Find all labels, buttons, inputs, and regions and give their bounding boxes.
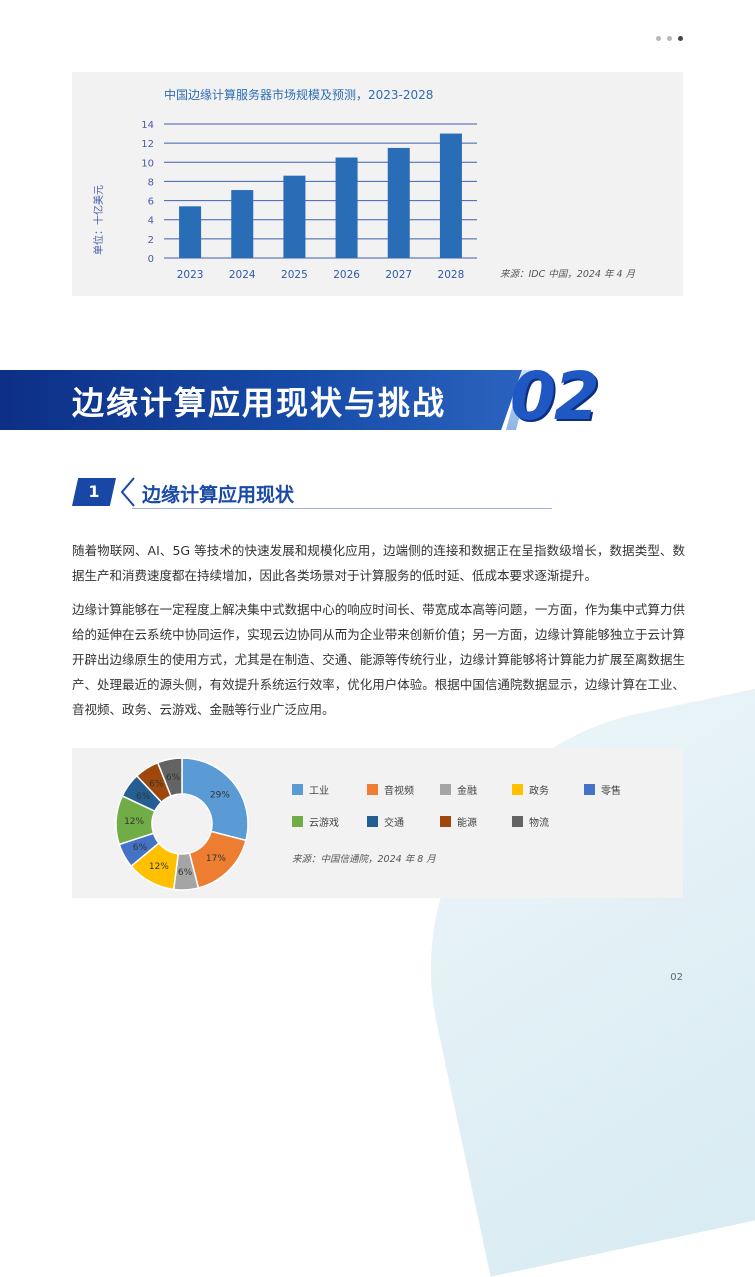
legend-label: 云游戏 [309,818,339,829]
slice-label: 6% [166,773,181,783]
x-tick-label: 2026 [333,269,360,281]
legend-label: 能源 [457,818,477,829]
legend-label: 物流 [529,818,549,829]
slice-label: 29% [210,791,230,801]
legend-swatch [584,784,595,795]
y-tick-label: 0 [148,254,154,265]
body-paragraph-2: 边缘计算能够在一定程度上解决集中式数据中心的响应时间长、带宽成本高等问题，一方面… [72,602,685,717]
legend-item: 零售 [584,782,621,797]
bar [283,175,306,258]
x-tick-label: 2023 [177,269,204,281]
x-tick-label: 2027 [385,269,412,281]
slice-label: 6% [149,779,164,789]
legend-label: 音视频 [384,786,414,797]
legend-label: 政务 [529,786,549,797]
legend-label: 零售 [601,786,621,797]
donut-chart: 29%17%6%12%6%12%6%6%6% [115,757,249,891]
legend-item: 交通 [367,814,404,829]
legend-item: 物流 [512,814,549,829]
donut-slice [181,757,249,842]
body-paragraph-1: 随着物联网、AI、5G 等技术的快速发展和规模化应用，边端侧的连接和数据正在呈指… [72,543,685,583]
legend-item: 音视频 [367,782,414,797]
slice-label: 17% [206,854,226,864]
background-wave [382,643,755,1277]
legend-swatch [512,784,523,795]
legend-item: 云游戏 [292,814,339,829]
bar [335,157,358,258]
section-number: 02 [510,358,600,435]
subsection-heading: 1 边缘计算应用现状 [72,474,612,510]
y-tick-label: 6 [148,197,154,208]
legend-item: 金融 [440,782,477,797]
x-tick-label: 2025 [281,269,308,281]
slice-label: 6% [133,843,148,853]
section-title: 边缘计算应用现状与挑战 [72,384,447,422]
subsection-title: 边缘计算应用现状 [142,484,295,506]
bar-chart-title: 中国边缘计算服务器市场规模及预测，2023-2028 [164,88,434,102]
y-tick-label: 8 [148,177,154,188]
legend-label: 交通 [384,818,404,829]
donut-slice [156,757,183,798]
x-tick-label: 2024 [229,269,256,281]
legend-swatch [440,816,451,827]
subsection-number: 1 [72,478,116,506]
legend-label: 金融 [457,786,477,797]
y-tick-label: 10 [141,158,154,169]
bar-chart: 0 2 4 6 8 10 12 14 2023 2024 2025 2026 2027 2028 [141,120,477,281]
legend-swatch [292,816,303,827]
legend-item: 政务 [512,782,549,797]
legend-swatch [440,784,451,795]
legend-swatch [367,784,378,795]
slice-label: 12% [149,862,169,872]
legend-item: 能源 [440,814,477,829]
bar-chart-source: 来源：IDC 中国，2024 年 4 月 [500,269,636,280]
donut-chart-source: 来源：中国信通院，2024 年 8 月 [292,854,436,865]
chevron-left-icon [120,477,135,507]
legend-swatch [512,816,523,827]
legend-swatch [292,784,303,795]
y-tick-label: 2 [148,235,154,246]
legend-swatch [367,816,378,827]
bar [179,206,202,258]
page-number: 02 [670,972,683,983]
subsection-underline [132,508,552,509]
section-banner: 边缘计算应用现状与挑战 02 [0,358,755,435]
bar [439,133,462,258]
bar [387,147,410,258]
page-dots-icon [656,36,683,41]
slice-label: 6% [136,792,151,802]
slice-label: 6% [178,868,193,878]
y-tick-label: 14 [141,120,154,131]
y-tick-label: 12 [141,139,154,150]
banner-bar [0,370,522,430]
slice-label: 12% [124,817,144,827]
bar [231,190,254,258]
x-tick-label: 2028 [438,269,465,281]
legend-item: 工业 [292,782,329,797]
y-tick-label: 4 [148,216,154,227]
legend-label: 工业 [309,786,329,797]
donut-chart-panel: 29% 17% 6% 12% 6% 12% 6% 6% 6% 工业 音视频 金融 政务 零售 云游戏 交通能… [72,748,683,898]
